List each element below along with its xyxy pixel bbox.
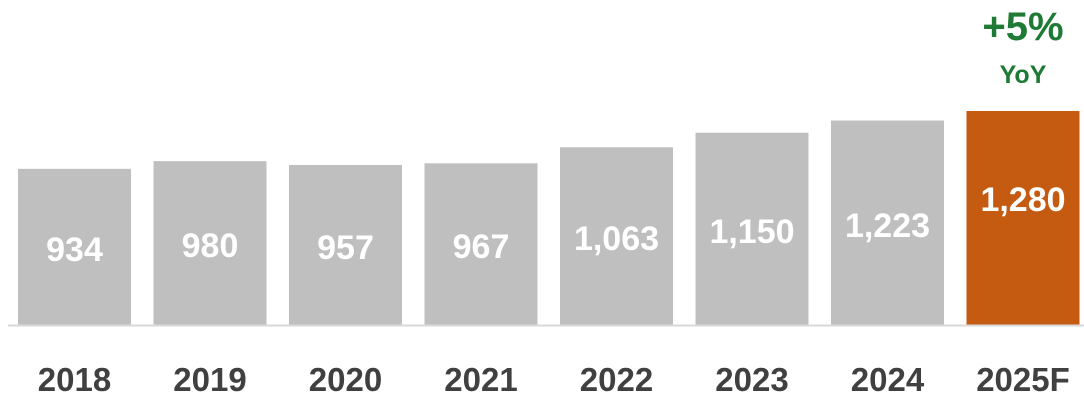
yoy-annotation: +5% YoY — [982, 5, 1063, 89]
value-label-2020: 957 — [317, 229, 374, 267]
bars-layer — [18, 110, 1080, 325]
value-label-2023: 1,150 — [709, 213, 794, 251]
bar-2022 — [560, 147, 673, 325]
category-label-2019: 2019 — [173, 361, 246, 398]
category-label-2021: 2021 — [444, 361, 517, 398]
bar-2018 — [18, 168, 131, 325]
category-label-2024: 2024 — [851, 361, 925, 398]
value-label-2025F: 1,280 — [980, 181, 1065, 219]
yoy-label: YoY — [1000, 61, 1047, 89]
value-label-2021: 967 — [453, 228, 510, 266]
bar-2023 — [695, 132, 809, 325]
bar-2021 — [424, 163, 538, 325]
value-label-2022: 1,063 — [574, 220, 659, 258]
category-label-2022: 2022 — [580, 361, 653, 398]
value-label-2019: 980 — [182, 227, 239, 265]
bar-2020 — [289, 164, 402, 325]
bar-2019 — [153, 161, 267, 325]
value-label-2024: 1,223 — [845, 207, 930, 245]
category-label-2018: 2018 — [38, 361, 111, 398]
value-label-2018: 934 — [46, 231, 103, 269]
labels-layer: 934 2018 980 2019 957 2020 967 2021 1,063 2022 1,1… — [38, 181, 1070, 398]
category-label-2020: 2020 — [309, 361, 382, 398]
category-label-2023: 2023 — [715, 361, 788, 398]
bar-2025F — [966, 110, 1080, 325]
yoy-growth-value: +5% — [982, 5, 1063, 49]
category-label-2025F: 2025F — [976, 361, 1070, 398]
bar-2024 — [831, 120, 944, 325]
